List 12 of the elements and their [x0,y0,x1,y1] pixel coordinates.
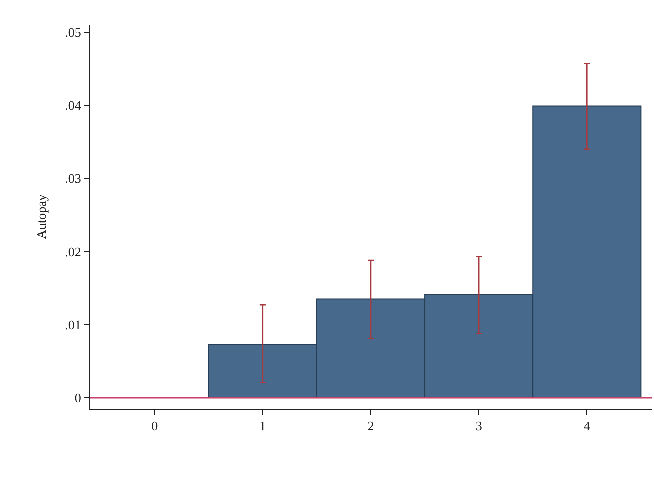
x-tick-label: 4 [584,418,591,434]
x-tick-label: 1 [260,418,266,434]
x-tick-label: 0 [152,418,158,434]
y-axis-title: Autopay [34,194,50,240]
y-tick-label: .02 [65,244,82,260]
y-tick-label: 0 [74,390,82,406]
x-tick-label: 2 [368,418,374,434]
y-tick-label: .04 [65,98,82,114]
y-tick-label: .01 [65,317,82,332]
y-tick-label: .03 [65,171,82,186]
x-tick-label: 3 [476,418,482,434]
y-tick-label: .05 [65,24,82,40]
